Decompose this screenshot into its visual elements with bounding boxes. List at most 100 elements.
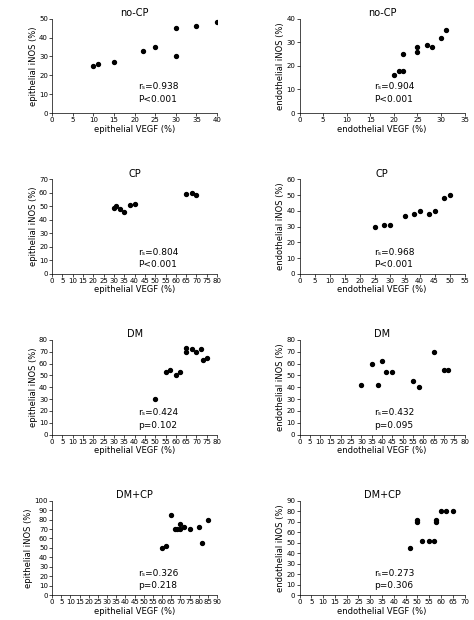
Point [386,220,393,230]
Point [127,200,134,210]
Point [139,46,146,56]
Point [400,66,407,76]
Point [204,515,212,525]
Point [430,536,438,546]
Point [401,211,408,221]
Text: rₛ=0.804
P<0.001: rₛ=0.804 P<0.001 [138,247,178,269]
Point [416,206,423,216]
Point [357,380,365,390]
Y-axis label: endothelial iNOS (%): endothelial iNOS (%) [276,504,285,591]
Text: rₛ=0.326
p=0.218: rₛ=0.326 p=0.218 [138,569,178,590]
Point [415,383,423,392]
Point [442,506,449,516]
Point [167,510,175,520]
Point [409,376,417,386]
Point [94,59,101,69]
Point [449,506,456,516]
Point [177,524,184,534]
Point [120,206,128,216]
Point [407,543,414,553]
Point [430,347,438,356]
Point [368,358,375,368]
X-axis label: epithelial VEGF (%): epithelial VEGF (%) [94,607,175,616]
Point [192,21,200,31]
Text: rₛ=0.432
p=0.095: rₛ=0.432 p=0.095 [374,409,414,430]
Point [414,515,421,525]
Point [166,365,173,374]
Title: CP: CP [376,169,388,179]
Title: DM: DM [127,329,143,339]
X-axis label: epithelial VEGF (%): epithelial VEGF (%) [94,125,175,134]
Point [446,190,453,200]
Point [186,524,193,534]
Point [173,524,181,534]
Point [158,543,166,553]
Point [192,347,200,356]
X-axis label: endothelial VEGF (%): endothelial VEGF (%) [337,285,427,294]
Title: no-CP: no-CP [368,8,396,18]
Point [182,347,190,356]
Point [432,516,440,526]
Point [425,209,432,219]
Point [414,46,421,56]
Y-axis label: endothelial iNOS (%): endothelial iNOS (%) [276,343,285,431]
Point [203,353,210,363]
Point [152,394,159,404]
Point [414,516,421,526]
Point [213,17,221,27]
Y-axis label: epithelial iNOS (%): epithelial iNOS (%) [24,508,33,588]
Point [112,202,120,211]
Title: DM+CP: DM+CP [364,490,401,500]
Point [192,190,200,200]
Point [172,51,180,61]
Point [390,70,398,80]
X-axis label: epithelial VEGF (%): epithelial VEGF (%) [94,446,175,455]
Point [199,538,206,548]
Point [437,506,445,516]
Point [180,522,188,532]
Point [419,536,426,546]
Point [432,515,440,525]
Point [425,536,433,546]
X-axis label: endothelial VEGF (%): endothelial VEGF (%) [337,607,427,616]
Title: no-CP: no-CP [120,8,149,18]
Point [374,380,382,390]
Point [110,57,118,67]
Point [431,206,438,216]
X-axis label: endothelial VEGF (%): endothelial VEGF (%) [337,125,427,134]
Title: CP: CP [128,169,141,179]
Text: rₛ=0.938
P<0.001: rₛ=0.938 P<0.001 [138,82,178,104]
Point [110,203,118,213]
Point [182,343,190,353]
Point [380,220,387,230]
Point [189,188,196,198]
Text: rₛ=0.273
p=0.306: rₛ=0.273 p=0.306 [374,569,414,590]
Point [423,40,430,50]
X-axis label: epithelial VEGF (%): epithelial VEGF (%) [94,285,175,294]
Point [400,49,407,59]
Point [195,522,202,532]
Point [389,367,396,377]
Title: DM+CP: DM+CP [116,490,153,500]
Point [172,23,180,33]
Point [177,520,184,529]
Point [440,365,447,374]
Point [90,61,97,71]
Point [371,221,378,231]
Point [162,541,170,551]
Point [444,365,452,374]
Point [176,367,184,377]
Point [131,198,138,208]
Point [428,42,435,52]
Text: rₛ=0.424
p=0.102: rₛ=0.424 p=0.102 [138,409,178,430]
Point [410,209,417,219]
Point [437,32,445,42]
Point [162,367,169,377]
Point [152,42,159,52]
Y-axis label: endothelial iNOS (%): endothelial iNOS (%) [276,183,285,270]
Text: rₛ=0.904
P<0.001: rₛ=0.904 P<0.001 [374,82,414,104]
Point [442,25,449,35]
Y-axis label: epithelial iNOS (%): epithelial iNOS (%) [28,26,37,105]
X-axis label: endothelial VEGF (%): endothelial VEGF (%) [337,446,427,455]
Point [182,189,190,199]
